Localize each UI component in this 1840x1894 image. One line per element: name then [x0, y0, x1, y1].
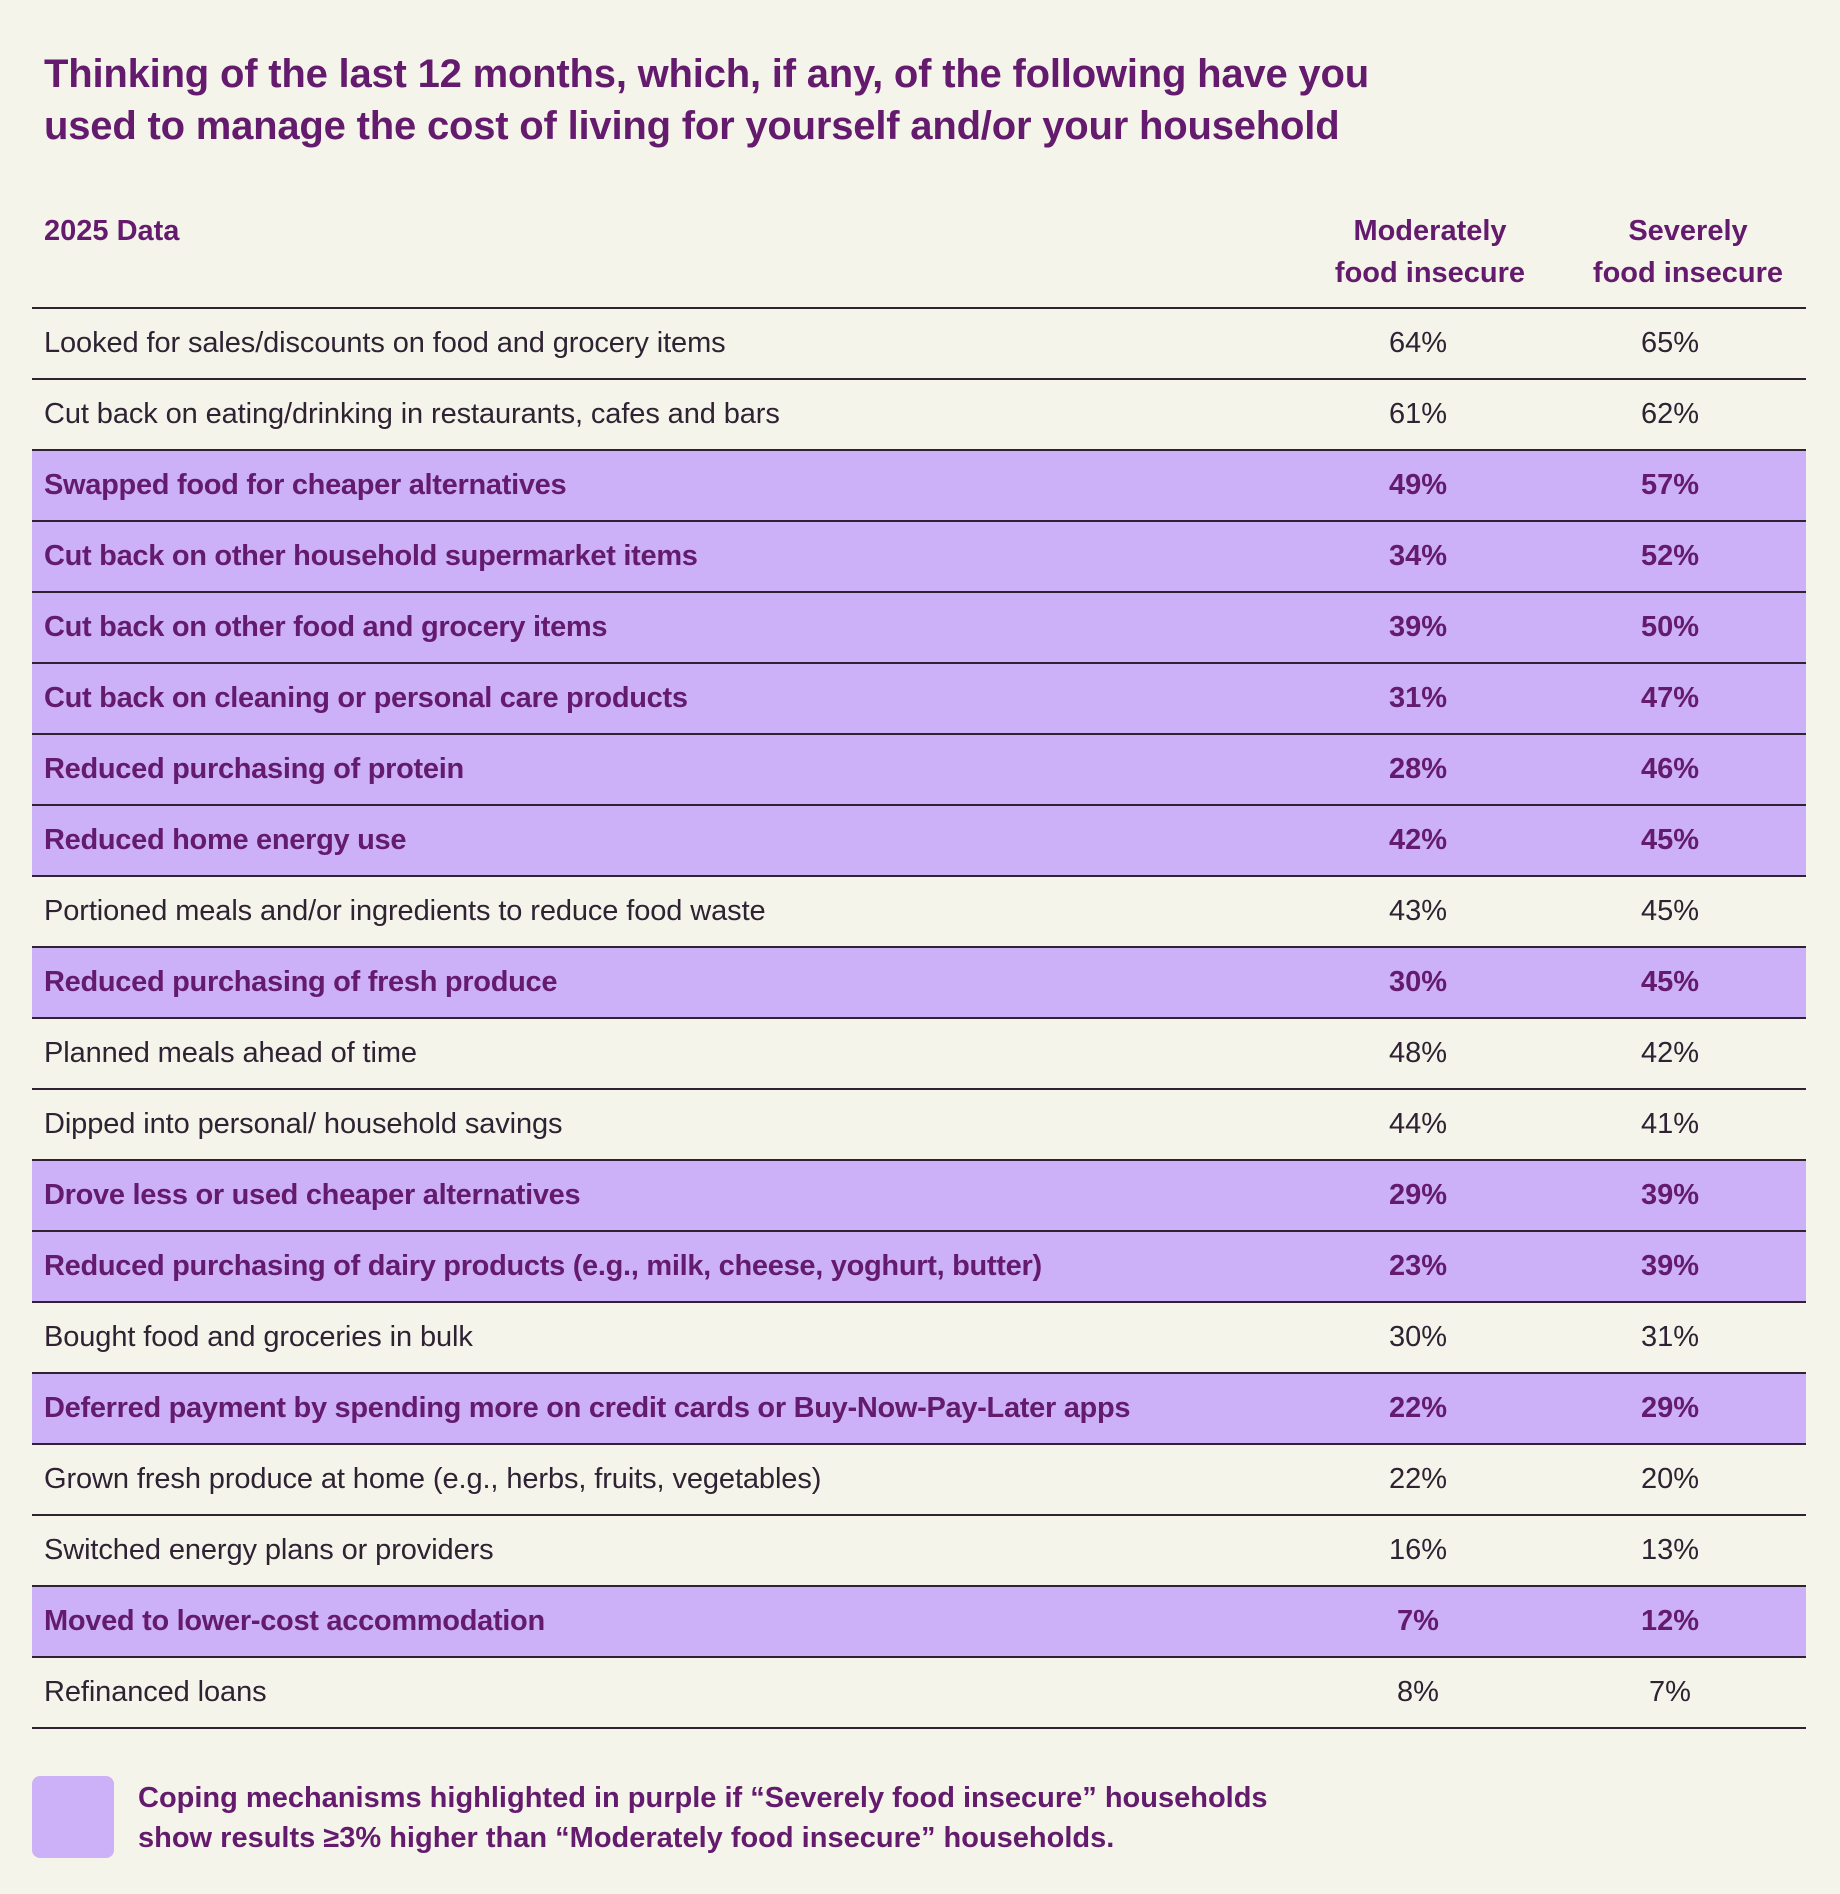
row-label: Swapped food for cheaper alternatives — [44, 469, 567, 501]
data-table: Looked for sales/discounts on food and g… — [32, 307, 1806, 1729]
table-row: Refinanced loans 8% 7% — [32, 1658, 1806, 1729]
page-title: Thinking of the last 12 months, which, i… — [44, 48, 1544, 152]
severely-food-insecure-value: 65% — [1640, 327, 1700, 359]
severely-food-insecure-value: 13% — [1640, 1534, 1700, 1566]
moderately-food-insecure-value: 39% — [1388, 611, 1448, 643]
column-header-moderate-line-2: food insecure — [1334, 257, 1526, 289]
table-row: Portioned meals and/or ingredients to re… — [32, 877, 1806, 948]
column-header-moderately-food-insecure: Moderately food insecure — [1315, 210, 1545, 294]
row-label: Reduced purchasing of protein — [44, 753, 464, 785]
table-row-highlighted: Reduced purchasing of dairy products (e.… — [32, 1232, 1806, 1303]
table-row: Looked for sales/discounts on food and g… — [32, 309, 1806, 380]
legend-line-1: Coping mechanisms highlighted in purple … — [138, 1782, 1268, 1814]
column-header-severe-line-2: food insecure — [1592, 257, 1784, 289]
table-row-highlighted: Deferred payment by spending more on cre… — [32, 1374, 1806, 1445]
moderately-food-insecure-value: 43% — [1388, 895, 1448, 927]
severely-food-insecure-value: 29% — [1640, 1392, 1700, 1424]
severely-food-insecure-value: 62% — [1640, 398, 1700, 430]
severely-food-insecure-value: 39% — [1640, 1250, 1700, 1282]
moderately-food-insecure-value: 44% — [1388, 1108, 1448, 1140]
table-row-highlighted: Cut back on other household supermarket … — [32, 522, 1806, 593]
row-label: Cut back on cleaning or personal care pr… — [44, 682, 688, 714]
severely-food-insecure-value: 41% — [1640, 1108, 1700, 1140]
moderately-food-insecure-value: 34% — [1388, 540, 1448, 572]
severely-food-insecure-value: 45% — [1640, 824, 1700, 856]
severely-food-insecure-value: 46% — [1640, 753, 1700, 785]
moderately-food-insecure-value: 23% — [1388, 1250, 1448, 1282]
column-header-severely-food-insecure: Severely food insecure — [1572, 210, 1804, 294]
legend-text: Coping mechanisms highlighted in purple … — [138, 1778, 1268, 1858]
row-label: Portioned meals and/or ingredients to re… — [44, 895, 766, 927]
row-label: Reduced home energy use — [44, 824, 407, 856]
table-row: Grown fresh produce at home (e.g., herbs… — [32, 1445, 1806, 1516]
table-row-highlighted: Reduced purchasing of fresh produce 30% 45… — [32, 948, 1806, 1019]
row-label: Drove less or used cheaper alternatives — [44, 1179, 581, 1211]
table-row-highlighted: Swapped food for cheaper alternatives 49%… — [32, 451, 1806, 522]
row-label: Cut back on other household supermarket … — [44, 540, 698, 572]
table-row: Cut back on eating/drinking in restauran… — [32, 380, 1806, 451]
moderately-food-insecure-value: 30% — [1388, 966, 1448, 998]
row-label: Grown fresh produce at home (e.g., herbs… — [44, 1463, 822, 1495]
severely-food-insecure-value: 7% — [1649, 1676, 1691, 1708]
legend: Coping mechanisms highlighted in purple … — [32, 1776, 1532, 1860]
year-label: 2025 Data — [44, 215, 180, 247]
moderately-food-insecure-value: 8% — [1397, 1676, 1439, 1708]
moderately-food-insecure-value: 42% — [1388, 824, 1448, 856]
moderately-food-insecure-value: 29% — [1388, 1179, 1448, 1211]
moderately-food-insecure-value: 31% — [1388, 682, 1448, 714]
row-label: Reduced purchasing of dairy products (e.… — [44, 1250, 1042, 1282]
row-label: Switched energy plans or providers — [44, 1534, 494, 1566]
table-row-highlighted: Drove less or used cheaper alternatives 2… — [32, 1161, 1806, 1232]
table-row-highlighted: Reduced home energy use 42% 45% — [32, 806, 1806, 877]
table-row-highlighted: Reduced purchasing of protein 28% 46% — [32, 735, 1806, 806]
severely-food-insecure-value: 57% — [1640, 469, 1700, 501]
severely-food-insecure-value: 52% — [1640, 540, 1700, 572]
row-label: Dipped into personal/ household savings — [44, 1108, 563, 1140]
moderately-food-insecure-value: 49% — [1388, 469, 1448, 501]
row-label: Deferred payment by spending more on cre… — [44, 1392, 1131, 1424]
table-row: Bought food and groceries in bulk 30% 31% — [32, 1303, 1806, 1374]
severely-food-insecure-value: 20% — [1640, 1463, 1700, 1495]
moderately-food-insecure-value: 22% — [1388, 1392, 1448, 1424]
row-label: Moved to lower-cost accommodation — [44, 1605, 545, 1637]
column-header-severe-line-1: Severely — [1628, 215, 1748, 247]
severely-food-insecure-value: 42% — [1640, 1037, 1700, 1069]
moderately-food-insecure-value: 64% — [1388, 327, 1448, 359]
title-line-1: Thinking of the last 12 months, which, i… — [44, 52, 1369, 96]
severely-food-insecure-value: 12% — [1640, 1605, 1700, 1637]
moderately-food-insecure-value: 16% — [1388, 1534, 1448, 1566]
moderately-food-insecure-value: 22% — [1388, 1463, 1448, 1495]
title-line-2: used to manage the cost of living for yo… — [44, 104, 1340, 148]
severely-food-insecure-value: 31% — [1640, 1321, 1700, 1353]
table-header: 2025 Data Moderately food insecure Sever… — [32, 206, 1806, 306]
table-row-highlighted: Cut back on other food and grocery items… — [32, 593, 1806, 664]
table-row: Dipped into personal/ household savings 4… — [32, 1090, 1806, 1161]
severely-food-insecure-value: 50% — [1640, 611, 1700, 643]
row-label: Looked for sales/discounts on food and g… — [44, 327, 726, 359]
moderately-food-insecure-value: 61% — [1388, 398, 1448, 430]
row-label: Bought food and groceries in bulk — [44, 1321, 473, 1353]
legend-highlight-swatch — [32, 1776, 114, 1858]
moderately-food-insecure-value: 28% — [1388, 753, 1448, 785]
row-label: Cut back on other food and grocery items — [44, 611, 608, 643]
severely-food-insecure-value: 45% — [1640, 966, 1700, 998]
table-row-highlighted: Moved to lower-cost accommodation 7% 12% — [32, 1587, 1806, 1658]
moderately-food-insecure-value: 30% — [1388, 1321, 1448, 1353]
severely-food-insecure-value: 39% — [1640, 1179, 1700, 1211]
moderately-food-insecure-value: 48% — [1388, 1037, 1448, 1069]
row-label: Refinanced loans — [44, 1676, 267, 1708]
row-label: Cut back on eating/drinking in restauran… — [44, 398, 780, 430]
table-row: Switched energy plans or providers 16% 13% — [32, 1516, 1806, 1587]
table-row-highlighted: Cut back on cleaning or personal care pr… — [32, 664, 1806, 735]
table-row: Planned meals ahead of time 48% 42% — [32, 1019, 1806, 1090]
row-label: Reduced purchasing of fresh produce — [44, 966, 558, 998]
column-header-moderate-line-1: Moderately — [1353, 215, 1507, 247]
legend-line-2: show results ≥3% higher than “Moderately… — [138, 1822, 1115, 1854]
severely-food-insecure-value: 45% — [1640, 895, 1700, 927]
severely-food-insecure-value: 47% — [1640, 682, 1700, 714]
moderately-food-insecure-value: 7% — [1397, 1605, 1439, 1637]
row-label: Planned meals ahead of time — [44, 1037, 417, 1069]
